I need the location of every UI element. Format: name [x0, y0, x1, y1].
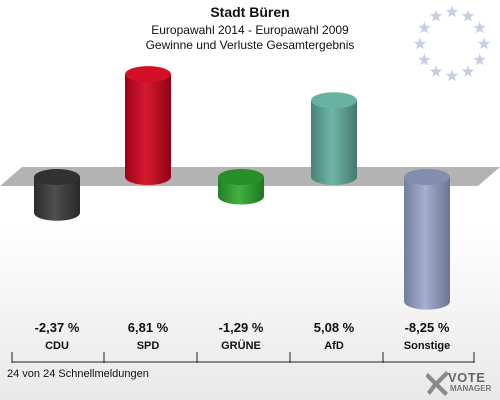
category-label-spd: SPD: [136, 340, 160, 352]
eu-star-icon: [418, 53, 431, 66]
bar-afd-cap: [311, 92, 357, 109]
eu-star-icon: [445, 5, 459, 18]
bar-cdu: [34, 177, 80, 221]
chart-subtitle: Europawahl 2014 - Europawahl 2009: [151, 23, 349, 37]
logo-text-bottom: MANAGER: [450, 384, 492, 393]
chart-subtitle-2: Gewinne und Verluste Gesamtergebnis: [145, 38, 355, 52]
eu-star-icon: [413, 37, 427, 50]
category-label-sonstige: Sonstige: [403, 340, 451, 352]
checkmark-x-icon: [426, 371, 449, 396]
eu-star-icon: [445, 69, 459, 82]
bar-spd-cap: [125, 66, 171, 83]
eu-star-icon: [473, 53, 486, 66]
bar-spd: [125, 74, 171, 185]
bar-cdu-cap: [34, 169, 80, 185]
category-label-gruene: GRÜNE: [221, 340, 261, 352]
bar-grne-cap: [218, 169, 264, 185]
eu-star-icon: [477, 37, 491, 50]
eu-star-icon: [418, 21, 431, 34]
logo-text-top: VOTE: [448, 370, 486, 385]
eu-star-icon: [429, 65, 443, 77]
value-label-cdu: -2,37 %: [34, 320, 80, 335]
eu-star-icon: [473, 21, 486, 34]
bar-sonstige-cap: [404, 169, 450, 185]
bar-afd: [311, 100, 357, 185]
eu-star-icon: [461, 65, 475, 77]
eu-star-icon: [461, 9, 475, 22]
value-label-spd: 6,81 %: [127, 320, 169, 335]
vote-manager-logo: VOTE MANAGER: [426, 366, 500, 400]
category-label-cdu: CDU: [45, 340, 69, 352]
value-label-gruene: -1,29 %: [218, 320, 264, 335]
footer-note: 24 von 24 Schnellmeldungen: [7, 368, 149, 380]
value-label-sonstige: -8,25 %: [404, 320, 450, 335]
category-label-afd: AfD: [324, 340, 344, 352]
chart-title: Stadt Büren: [210, 4, 290, 20]
eu-star-icon: [429, 9, 443, 22]
value-label-afd: 5,08 %: [313, 320, 355, 335]
bar-sonstige: [404, 177, 450, 310]
